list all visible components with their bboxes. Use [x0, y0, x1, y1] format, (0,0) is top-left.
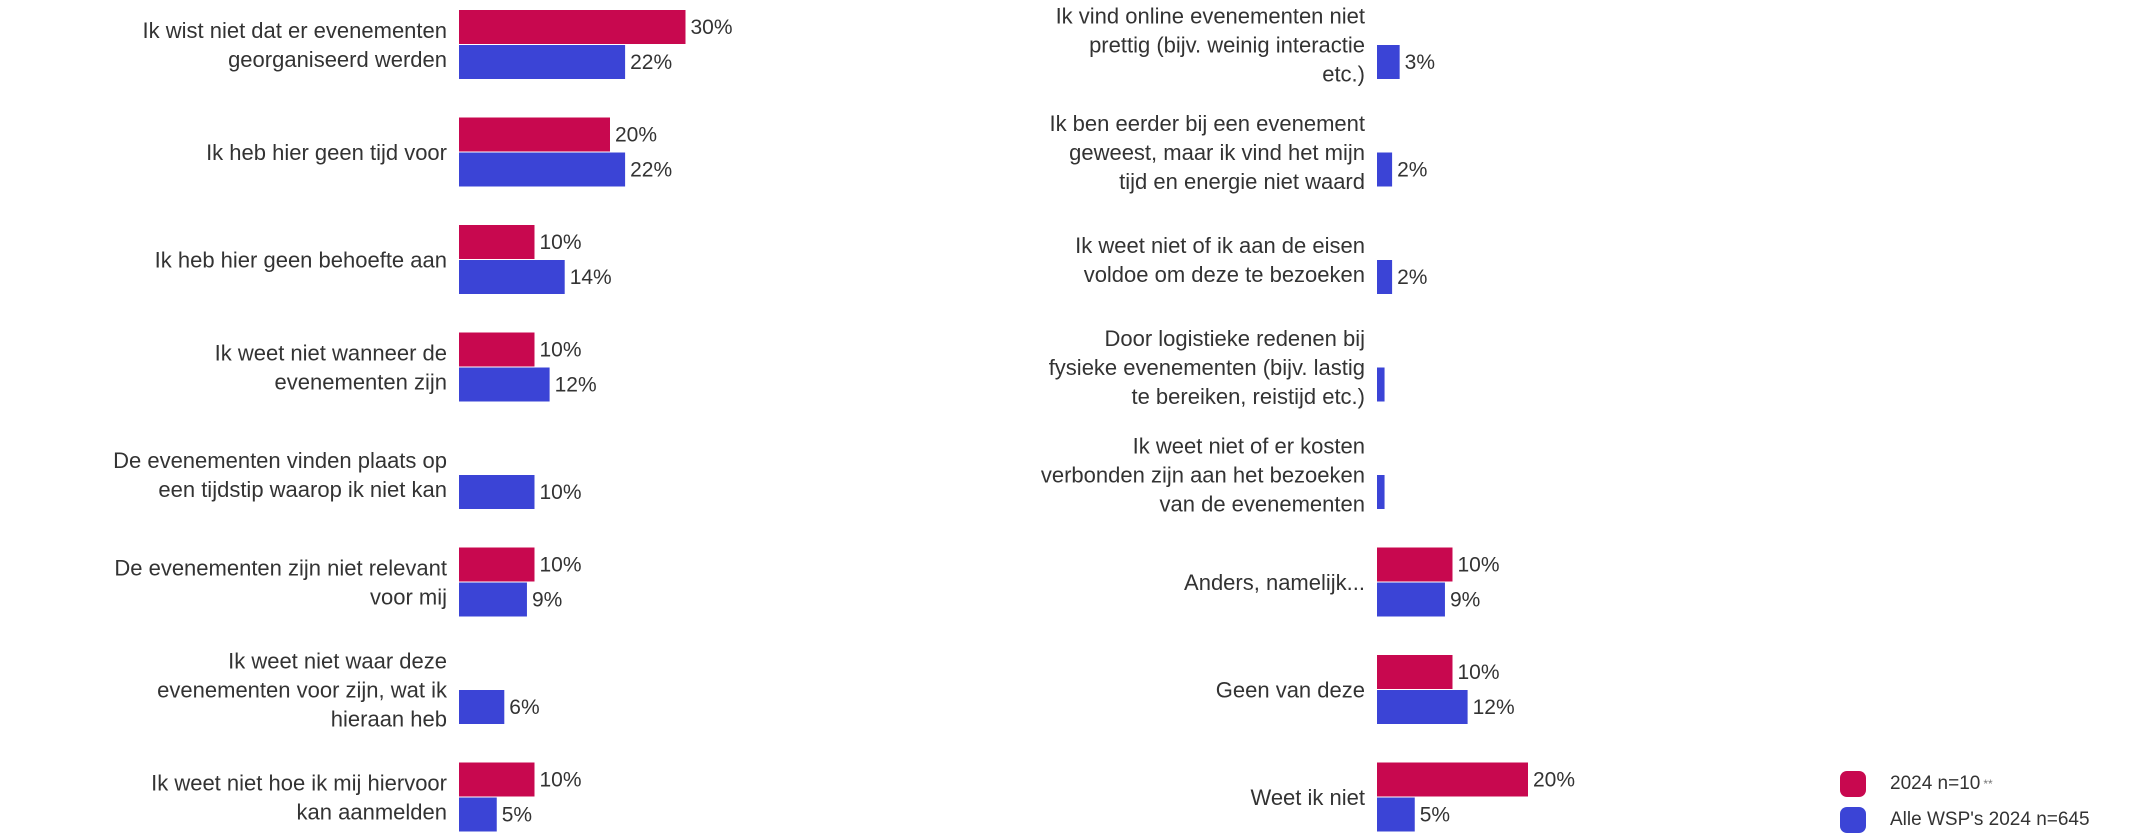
category-label: De evenementen vinden plaats op een tijds…	[113, 448, 447, 502]
bar-alle-wsp	[459, 797, 497, 832]
category-label: Ik wist niet dat er evenementen georganis…	[143, 18, 448, 72]
category-label: Door logistieke redenen bij fysieke evene…	[1049, 326, 1365, 409]
bar-alle-wsp	[1377, 582, 1445, 617]
bar-alle-wsp	[1377, 367, 1385, 402]
legend-swatch-alle-wsp	[1840, 807, 1866, 833]
category-label: Ik weet niet wanneer de evenementen zijn	[215, 341, 447, 395]
category-label: Ik weet niet waar deze evenementen voor z…	[157, 649, 448, 732]
category-label: Anders, namelijk...	[1184, 570, 1365, 595]
bar-alle-wsp	[1377, 690, 1468, 724]
category-label: Ik heb hier geen tijd voor	[206, 140, 447, 165]
bar-alle-wsp	[1377, 152, 1393, 187]
legend-label-alle-wsp: Alle WSP's 2024 n=645	[1890, 809, 2090, 830]
value-label: 2%	[1397, 159, 1427, 182]
bar-alle-wsp	[459, 690, 505, 724]
bar-2024	[459, 10, 686, 44]
value-label: 3%	[1405, 51, 1435, 74]
value-label: 6%	[509, 696, 539, 719]
category-label: Ik heb hier geen behoefte aan	[155, 248, 447, 273]
bar-alle-wsp	[459, 152, 626, 187]
value-label: 10%	[540, 554, 582, 577]
bar-alle-wsp	[459, 367, 550, 402]
category-label: Weet ik niet	[1250, 785, 1365, 810]
legend-swatch-2024	[1840, 771, 1866, 797]
legend-item-alle-wsp: Alle WSP's 2024 n=645	[1840, 802, 2090, 838]
bar-alle-wsp	[1377, 475, 1385, 509]
value-label: 30%	[691, 16, 733, 39]
value-label: 10%	[540, 769, 582, 792]
bar-alle-wsp	[459, 582, 527, 617]
bar-2024	[1377, 655, 1453, 689]
legend-footnote-mark: **	[1983, 777, 1993, 791]
category-label: Ik weet niet of er kosten verbonden zijn …	[1041, 434, 1365, 517]
category-label: De evenementen zijn niet relevant voor mi…	[114, 556, 447, 610]
value-label: 10%	[1458, 554, 1500, 577]
bar-alle-wsp	[459, 475, 535, 509]
category-label: Ik weet niet hoe ik mij hiervoor kan aanm…	[151, 771, 447, 825]
legend: 2024 n=10 ** Alle WSP's 2024 n=645	[1840, 766, 2090, 838]
category-label: Ik weet niet of ik aan de eisen voldoe om…	[1075, 233, 1365, 287]
value-label: 5%	[502, 804, 532, 827]
value-label: 10%	[1458, 661, 1500, 684]
bar-2024	[1377, 547, 1453, 582]
value-label: 12%	[1473, 696, 1515, 719]
bar-2024	[459, 117, 610, 152]
category-label: Geen van deze	[1216, 678, 1365, 703]
bar-2024	[459, 547, 535, 582]
value-label: 5%	[1420, 804, 1450, 827]
bar-alle-wsp	[1377, 797, 1415, 832]
legend-label-2024: 2024 n=10	[1890, 773, 1981, 794]
category-label: Ik vind online evenementen niet prettig (…	[1056, 4, 1365, 87]
value-label: 2%	[1397, 266, 1427, 289]
bar-alle-wsp	[459, 260, 565, 294]
value-label: 9%	[532, 589, 562, 612]
bar-2024	[1377, 762, 1528, 797]
value-label: 12%	[555, 374, 597, 397]
bar-2024	[459, 225, 535, 259]
value-label: 10%	[540, 231, 582, 254]
value-label: 10%	[540, 481, 582, 504]
value-label: 20%	[615, 124, 657, 147]
bar-alle-wsp	[1377, 45, 1400, 79]
bar-alle-wsp	[459, 45, 626, 79]
value-label: 10%	[540, 339, 582, 362]
category-label: Ik ben eerder bij een evenement geweest, …	[1049, 111, 1365, 194]
bar-2024	[459, 332, 535, 367]
bar-2024	[459, 762, 535, 797]
value-label: 22%	[630, 159, 672, 182]
value-label: 14%	[570, 266, 612, 289]
value-label: 22%	[630, 51, 672, 74]
legend-item-2024: 2024 n=10 **	[1840, 766, 2090, 802]
value-label: 9%	[1450, 589, 1480, 612]
value-label: 20%	[1533, 769, 1575, 792]
bar-alle-wsp	[1377, 260, 1393, 294]
